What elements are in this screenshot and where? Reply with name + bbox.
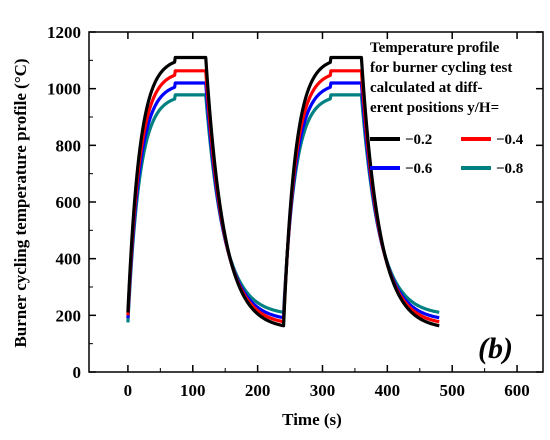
x-axis: 0 100 200 300 400 500 600 [124, 32, 530, 400]
legend-label: −0.6 [405, 161, 433, 177]
y-tick-label: 1200 [47, 23, 81, 42]
panel-label: (b) [478, 332, 513, 365]
legend-title-line: calculated at diff- [370, 80, 482, 96]
x-tick-label: 0 [124, 381, 133, 400]
x-tick-label: 500 [439, 381, 465, 400]
legend-title-line: Temperature profile [370, 40, 500, 56]
series-layer [126, 55, 441, 328]
x-tick-label: 300 [310, 381, 336, 400]
x-tick-label: 200 [245, 381, 271, 400]
x-tick-label: 100 [180, 381, 206, 400]
x-axis-title: Time (s) [282, 410, 342, 429]
series-line [126, 55, 441, 328]
legend-title-line: erent positions y/H= [370, 100, 499, 116]
x-tick-label: 600 [504, 381, 530, 400]
legend-title-line: for burner cycling test [370, 60, 512, 76]
legend-label: −0.4 [496, 132, 524, 148]
y-tick-label: 0 [73, 363, 82, 382]
y-tick-label: 400 [56, 250, 82, 269]
y-tick-label: 600 [56, 193, 82, 212]
x-tick-label: 400 [375, 381, 401, 400]
legend: Temperature profile for burner cycling te… [370, 40, 524, 177]
y-tick-label: 200 [56, 306, 82, 325]
legend-label: −0.2 [405, 132, 432, 148]
legend-label: −0.8 [496, 161, 523, 177]
y-tick-label: 1000 [47, 80, 81, 99]
y-axis-title: Burner cycling temperature profile (°C) [11, 58, 30, 347]
y-axis: 0 200 400 600 800 1000 1200 [47, 23, 543, 382]
y-tick-label: 800 [56, 136, 82, 155]
